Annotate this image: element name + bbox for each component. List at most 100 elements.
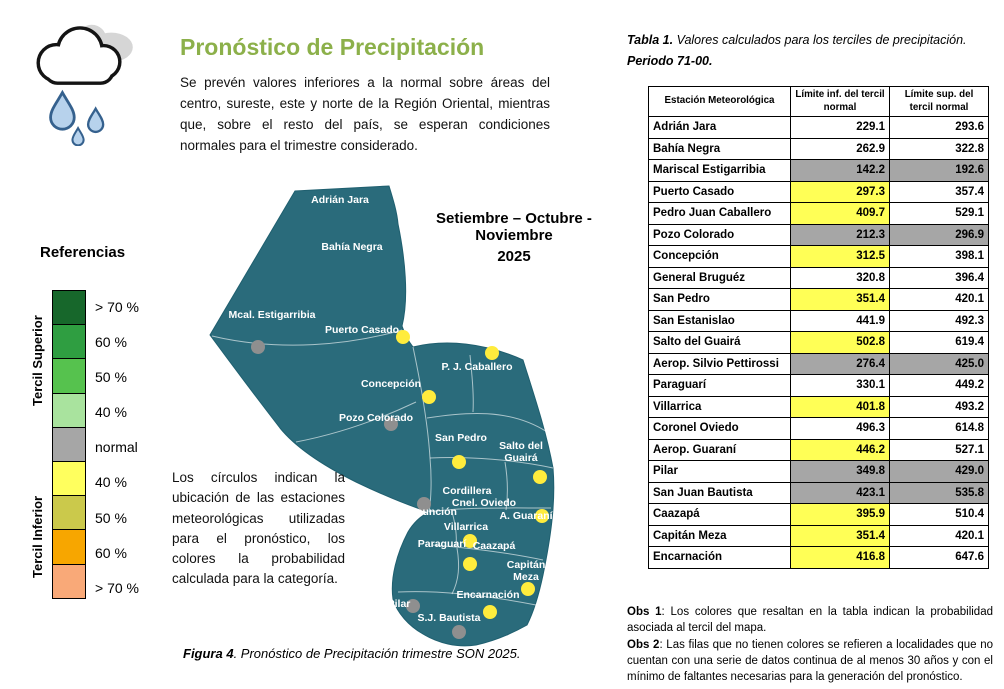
upper-limit-cell: 493.2 [889,395,989,418]
intro-paragraph: Se prevén valores inferiores a la normal… [180,75,550,153]
table-row: Aerop. Silvio Pettirossi 276.4 425.0 [648,352,989,375]
map-station-label: Puerto Casado [325,324,399,336]
lower-limit-cell: 446.2 [790,438,890,461]
table-row: Puerto Casado 297.3 357.4 [648,180,989,203]
station-name-cell: San Pedro [648,288,791,311]
lower-limit-cell: 262.9 [790,137,890,160]
table-row: General Bruguéz 320.8 396.4 [648,266,989,289]
lower-limit-cell: 312.5 [790,245,890,268]
map-station-label: A. Guaraní [499,510,553,522]
upper-limit-cell: 420.1 [889,288,989,311]
lower-limit-cell: 320.8 [790,266,890,289]
legend-swatch [52,495,86,531]
upper-limit-cell: 492.3 [889,309,989,332]
lower-limit-cell: 142.2 [790,159,890,182]
table-row: Paraguarí 330.1 449.2 [648,374,989,397]
map-station-label: Cordillera [442,485,491,497]
station-name-cell: Encarnación [648,546,791,569]
table-row: Pedro Juan Caballero 409.7 529.1 [648,202,989,225]
upper-limit-cell: 396.4 [889,266,989,289]
lower-limit-cell: 496.3 [790,417,890,440]
lower-limit-cell: 212.3 [790,223,890,246]
legend-label: 50 % [95,369,127,386]
station-circles [251,330,549,639]
station-circle-yellow [463,534,477,548]
lower-limit-cell: 297.3 [790,180,890,203]
map-station-label: Concepción [361,378,421,390]
map-station-label: Villarrica [444,521,488,533]
table-row: Capitán Meza 351.4 420.1 [648,524,989,547]
map-note: Los círculos indican la ubicación de las… [172,470,345,587]
station-name-cell: Adrián Jara [648,116,791,139]
obs2-text: : Las filas que no tienen colores se ref… [627,639,993,684]
station-circle-yellow [535,509,549,523]
station-circle-yellow [483,605,497,619]
upper-limit-cell: 619.4 [889,331,989,354]
obs1-note: Obs 1: Los colores que resaltan en la ta… [627,604,993,636]
upper-limit-cell: 614.8 [889,417,989,440]
station-circle-yellow [463,557,477,571]
station-circle-gray [384,417,398,431]
station-name-cell: Mariscal Estigarribia [648,159,791,182]
lower-limit-cell: 423.1 [790,481,890,504]
legend-swatch [52,324,86,360]
station-name-cell: Caazapá [648,503,791,526]
station-name-cell: Pedro Juan Caballero [648,202,791,225]
table-title-label: Tabla 1. [627,33,674,47]
legend-swatch [52,460,86,497]
station-name-cell: Concepción [648,245,791,268]
table-row: San Pedro 351.4 420.1 [648,288,989,311]
lower-limit-cell: 349.8 [790,460,890,483]
station-circle-yellow [396,330,410,344]
station-circle-yellow [533,470,547,484]
table-row: Aerop. Guaraní 446.2 527.1 [648,438,989,461]
legend-label: 60 % [95,544,127,561]
map-station-label: P. J. Caballero [441,361,512,373]
map-station-label: Asunción [409,506,457,518]
map-station-label: S.J. Bautista [417,612,480,624]
table-row: San Juan Bautista 423.1 535.8 [648,481,989,504]
map-station-label: San Pedro [435,432,487,444]
station-name-cell: Paraguarí [648,374,791,397]
table-row: Mariscal Estigarribia 142.2 192.6 [648,159,989,182]
obs2-note: Obs 2: Las filas que no tienen colores s… [627,637,993,685]
table-row: Caazapá 395.9 510.4 [648,503,989,526]
column-header: Límite sup. del tercil normal [889,86,989,117]
upper-limit-cell: 192.6 [889,159,989,182]
legend-label: > 70 % [95,299,139,315]
legend-value-labels: > 70 % 60 % 50 % 40 % normal 40 % 50 % 60 % > 70… [95,290,139,608]
upper-limit-cell: 510.4 [889,503,989,526]
legend-label: 50 % [95,509,127,526]
legend-swatch [52,563,86,599]
legend-color-scale [52,290,86,608]
lower-tercile-label: Tercil Inferior [30,495,45,578]
map-station-label: Caazapá [473,540,516,552]
forecast-year: 2025 [497,248,531,265]
station-name-cell: San Juan Bautista [648,481,791,504]
upper-tercile-label: Tercil Superior [30,315,45,406]
rain-cloud-icon [36,24,133,146]
map-station-label: Paraguarí [418,538,468,550]
map-station-label: Encarnación [456,589,519,601]
station-name-cell: Bahía Negra [648,137,791,160]
upper-limit-cell: 529.1 [889,202,989,225]
legend-swatch [52,529,86,565]
upper-limit-cell: 527.1 [889,438,989,461]
figure-caption-label: Figura 4 [183,646,234,661]
map-station-label: Mcal. Estigarribia [229,309,316,321]
terciles-table: Estación Meteorológica Límite inf. del te… [648,86,989,569]
table-row: Pozo Colorado 212.3 296.9 [648,223,989,246]
raindrop-icons [49,89,105,146]
lower-limit-cell: 416.8 [790,546,890,569]
station-name-cell: General Bruguéz [648,266,791,289]
table-title: Tabla 1. Valores calculados para los ter… [627,33,999,47]
lower-limit-cell: 401.8 [790,395,890,418]
station-circle-gray [417,497,431,511]
map-station-label: Capitán Meza [507,559,546,583]
table-row: San Estanislao 441.9 492.3 [648,309,989,332]
map-station-label: Pilar [388,598,411,610]
paraguay-map: Adrián Jara Bahía Negra Mcal. Estigarribia… [209,185,555,647]
obs1-text: : Los colores que resaltan en la tabla i… [627,606,993,635]
table-row: Villarrica 401.8 493.2 [648,395,989,418]
station-name-cell: Salto del Guairá [648,331,791,354]
